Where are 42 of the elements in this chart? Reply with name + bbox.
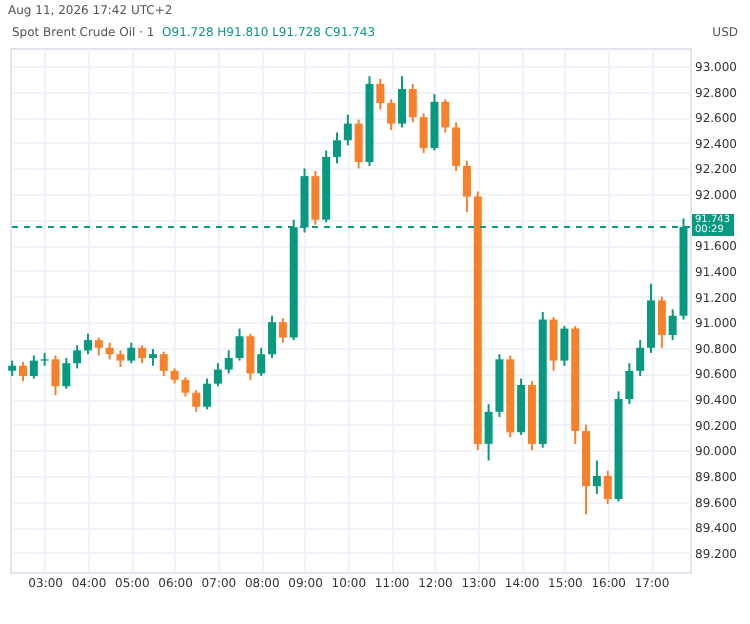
candlestick bbox=[517, 377, 526, 436]
candlestick bbox=[235, 327, 244, 362]
candlestick bbox=[549, 316, 558, 372]
candlestick bbox=[625, 362, 634, 406]
candlestick bbox=[441, 98, 450, 134]
candlestick bbox=[343, 113, 352, 147]
candlestick bbox=[636, 339, 645, 377]
candlestick bbox=[657, 295, 666, 349]
candlestick bbox=[62, 357, 71, 390]
candlestick bbox=[376, 77, 385, 111]
candlestick bbox=[213, 362, 222, 388]
candlestick bbox=[419, 112, 428, 155]
candlestick bbox=[73, 344, 82, 370]
candlestick bbox=[192, 389, 201, 413]
candlestick bbox=[224, 349, 233, 375]
candlestick bbox=[278, 317, 287, 344]
candlestick bbox=[668, 308, 677, 342]
candlestick bbox=[181, 376, 190, 398]
candlestick bbox=[51, 354, 60, 397]
candlestick bbox=[268, 314, 277, 360]
candlestick bbox=[127, 341, 136, 365]
candlestick bbox=[397, 75, 406, 129]
candlestick bbox=[333, 131, 342, 165]
candlestick bbox=[408, 82, 417, 124]
candlestick bbox=[29, 354, 38, 380]
candlestick bbox=[159, 350, 168, 377]
candlestick bbox=[560, 325, 569, 367]
candlestick bbox=[452, 121, 461, 172]
candlestick bbox=[354, 118, 363, 170]
candlestick bbox=[18, 360, 27, 383]
candlestick bbox=[311, 169, 320, 226]
candlestick bbox=[430, 93, 439, 152]
candlestick bbox=[387, 98, 396, 131]
candlestick bbox=[592, 459, 601, 495]
candlestick bbox=[83, 332, 92, 356]
candlestick bbox=[257, 346, 266, 377]
candlestick bbox=[462, 159, 471, 213]
candlestick bbox=[246, 332, 255, 381]
candlestick bbox=[203, 377, 212, 411]
candlestick bbox=[484, 403, 493, 462]
candlestick bbox=[603, 469, 612, 506]
candlestick bbox=[647, 282, 656, 354]
